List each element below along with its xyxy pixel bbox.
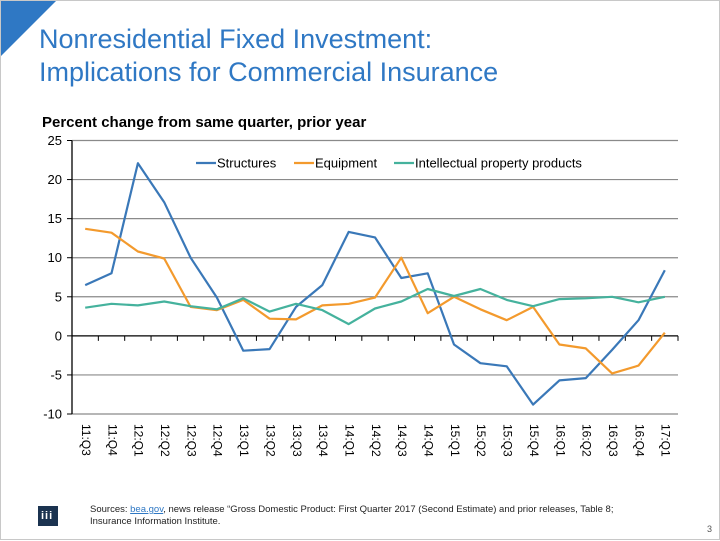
x-tick-label: 12:Q4: [211, 424, 225, 457]
x-tick-label: 12:Q1: [132, 424, 146, 457]
x-tick-label: 11:Q3: [79, 424, 93, 456]
x-tick-label: 14:Q2: [369, 424, 383, 457]
x-tick-label: 14:Q1: [342, 424, 356, 457]
x-axis: 11:Q3 11:Q4 12:Q1 12:Q2 12:Q3 12:Q4 13:Q1 13:Q2…: [71, 335, 679, 457]
y-tick-label: 10: [48, 250, 62, 265]
title-line-1: Nonresidential Fixed Investment:: [39, 24, 433, 54]
legend: Structures Equipment Intellectual property…: [196, 156, 582, 171]
x-tick-label: 15:Q4: [527, 424, 541, 457]
x-tick-label: 16:Q1: [553, 424, 567, 457]
title-line-2: Implications for Commercial Insurance: [39, 57, 499, 87]
series-lines: [84, 162, 666, 406]
series-line-equipment: [85, 227, 666, 375]
slide-title: Nonresidential Fixed Investment: Implica…: [39, 23, 498, 89]
x-tick-label: 14:Q4: [422, 424, 436, 457]
gridlines: [72, 139, 678, 415]
x-tick-label: 16:Q3: [606, 424, 620, 457]
y-tick-label: 25: [48, 133, 62, 148]
legend-label-intellectual-property-products: Intellectual property products: [415, 156, 582, 171]
x-tick-label: 12:Q3: [184, 424, 198, 457]
x-tick-label: 15:Q1: [448, 424, 462, 457]
x-tick-label: 16:Q4: [632, 424, 646, 457]
x-tick-label: 13:Q4: [316, 424, 330, 457]
chart-title: Percent change from same quarter, prior …: [42, 114, 367, 131]
y-tick-label: -5: [50, 367, 62, 382]
x-tick-label: 13:Q2: [263, 424, 277, 457]
series-line-intellectual-property-products: [85, 287, 666, 326]
x-tick-label: 17:Q1: [659, 424, 673, 457]
x-tick-label: 15:Q3: [501, 424, 515, 457]
bea-link[interactable]: bea.gov: [130, 504, 164, 515]
y-tick-label: -10: [43, 407, 62, 422]
y-tick-label: 5: [55, 289, 62, 304]
x-tick-label: 13:Q3: [290, 424, 304, 457]
iii-logo: iii: [38, 506, 58, 526]
legend-label-structures: Structures: [217, 156, 277, 171]
sources-note: Sources: bea.gov, news release “Gross Do…: [90, 504, 614, 527]
x-tick-label: 15:Q2: [474, 424, 488, 457]
legend-label-equipment: Equipment: [315, 156, 378, 171]
series-line-structures: [84, 162, 666, 406]
y-tick-label: 15: [48, 211, 62, 226]
y-axis: 25 20 15 10 5 0 -5 -10: [43, 133, 73, 422]
y-tick-label: 0: [55, 328, 62, 343]
x-tick-label: 11:Q4: [105, 424, 119, 456]
x-tick-label: 12:Q2: [158, 424, 172, 457]
x-tick-label: 13:Q1: [237, 424, 251, 457]
x-tick-label: 16:Q2: [580, 424, 594, 457]
page-number: 3: [707, 524, 713, 534]
corner-accent: [1, 1, 56, 56]
y-tick-label: 20: [48, 172, 62, 187]
x-tick-label: 14:Q3: [395, 424, 409, 457]
